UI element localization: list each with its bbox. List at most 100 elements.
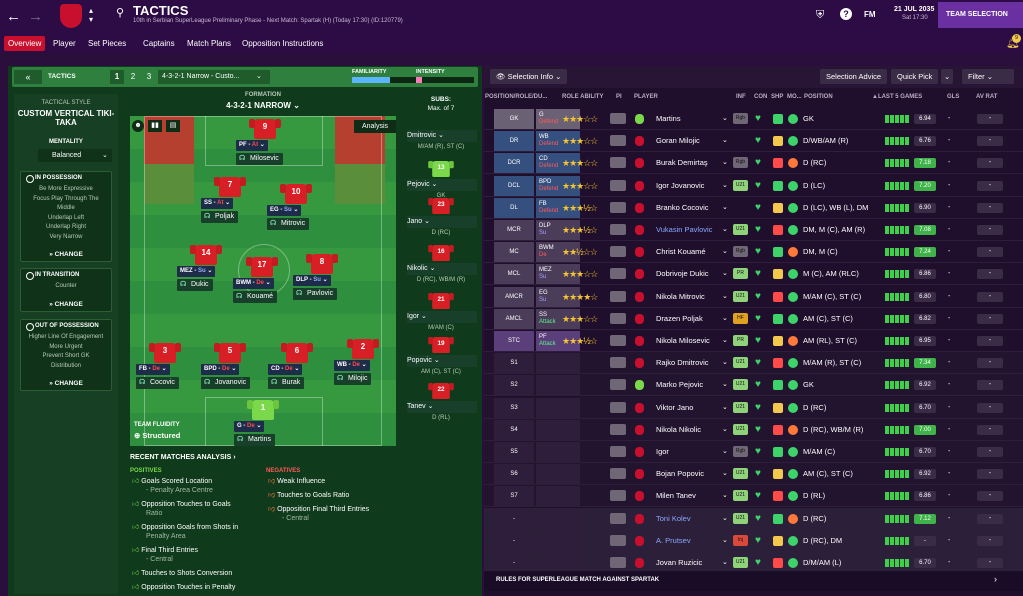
chevron-down-icon[interactable]: ⌄	[722, 270, 728, 278]
chevron-down-icon[interactable]: ⌄	[722, 448, 728, 455]
player-row[interactable]: DR WB Defend ★★★☆☆ Goran Milojic ⌄ ♥ D/WB/AM (R…	[484, 130, 1023, 153]
info-badge[interactable]: Rgb	[733, 113, 748, 124]
chevron-down-icon[interactable]: ⌄	[722, 137, 728, 145]
out-of-possession-box[interactable]: OUT OF POSSESSION Higher Line Of Engagem…	[20, 319, 112, 391]
info-badge[interactable]: U21	[733, 179, 748, 191]
info-badge[interactable]: U21	[733, 468, 748, 480]
role-select[interactable]: G Defend	[536, 109, 580, 129]
position-slot[interactable]: S4	[494, 419, 534, 440]
player-name[interactable]: Poljak	[201, 211, 239, 223]
player-row[interactable]: DCL BPD Defend ★★★☆☆ Igor Jovanovic ⌄ U21 ♥ D (L…	[484, 175, 1023, 197]
info-badge[interactable]: Rgb	[733, 446, 748, 457]
player-name[interactable]: Dukic	[177, 279, 213, 291]
player-row[interactable]: STC PF Attack ★★★½☆ Nikola Milosevic ⌄ PR ♥ AM (…	[484, 330, 1023, 352]
col-player[interactable]: PLAYER	[634, 94, 658, 100]
analysis-title[interactable]: RECENT MATCHES ANALYSIS ›	[130, 454, 236, 461]
info-badge[interactable]: U21	[733, 290, 748, 302]
in-possession-change-button[interactable]: » CHANGE	[49, 251, 83, 258]
tab-set-pieces[interactable]: Set Pieces	[88, 39, 127, 48]
player-name[interactable]: Toni Kolev	[656, 513, 691, 523]
team-selection-button[interactable]: TEAM SELECTION	[938, 2, 1023, 28]
player-shirt[interactable]: 1	[247, 400, 279, 420]
player-role-tag[interactable]: G - De ⌄	[234, 421, 265, 432]
tactic-select[interactable]: 4-3-2-1 Narrow - Custo...	[158, 70, 270, 84]
position-slot[interactable]: S5	[494, 442, 534, 462]
col-inf[interactable]: INF	[736, 94, 746, 100]
player-instructions-icon[interactable]	[610, 557, 626, 568]
forward-arrow-icon[interactable]: →	[28, 8, 43, 25]
in-transition-change-button[interactable]: » CHANGE	[49, 301, 83, 308]
selection-advice-button[interactable]: Selection Advice	[820, 69, 888, 84]
role-select[interactable]: FB Defend	[536, 197, 580, 218]
col-con[interactable]: CON	[754, 94, 768, 100]
chevron-down-icon[interactable]: ⌄	[722, 536, 728, 544]
col-gls[interactable]: GLS	[947, 94, 960, 100]
player-name[interactable]: Drazen Poljak	[656, 313, 703, 323]
player-role-tag[interactable]: MEZ - Su ⌄	[177, 266, 216, 277]
col-role-ability[interactable]: ROLE ABILITY	[562, 94, 604, 100]
chevron-updown-icon[interactable]: ▴ ▾	[89, 6, 94, 24]
formation-name[interactable]: 4-3-2-1 NARROW ⌄	[226, 101, 300, 110]
player-instructions-icon[interactable]	[610, 201, 626, 213]
col-position-list[interactable]: POSITION	[804, 94, 833, 100]
chevron-down-icon[interactable]: ⌄	[722, 314, 728, 322]
player-row[interactable]: MC BWM De ★★½☆☆ Christ Kouamé ⌄ Rgb ♥ DM, M (C) 7…	[484, 241, 1023, 264]
role-select[interactable]: PF Attack	[536, 331, 580, 351]
sub-shirt[interactable]: 23	[428, 198, 454, 214]
position-slot[interactable]: S2	[494, 375, 534, 396]
sub-shirt[interactable]: 22	[428, 383, 454, 399]
player-row[interactable]: S5 Igor ⌄ Rgb ♥ M/AM (C) 6.70 - -	[484, 441, 1023, 463]
role-select[interactable]: DLP Su	[536, 220, 580, 240]
position-slot[interactable]: AMCR	[494, 286, 534, 307]
player-shirt[interactable]: 17	[246, 257, 278, 277]
player-name[interactable]: Milosevic	[236, 153, 283, 165]
player-row[interactable]: MCR DLP Su ★★★½☆ Vukasin Pavlovic ⌄ U21 ♥ DM, M …	[484, 219, 1023, 241]
player-name[interactable]: Rajko Dmitrovic	[656, 358, 709, 368]
sub-player-select[interactable]: Jano ⌄	[407, 216, 477, 228]
player-shirt[interactable]: 3	[149, 343, 181, 363]
stats-icon[interactable]: ▮▮	[148, 120, 162, 132]
out-of-possession-change-button[interactable]: » CHANGE	[49, 380, 83, 387]
player-shirt[interactable]: 8	[306, 254, 338, 274]
player-role-tag[interactable]: PF - At ⌄	[236, 140, 268, 151]
player-row[interactable]: GK G Defend ★★★☆☆ Martins ⌄ Rgb ♥ GK 6.94- -	[484, 108, 1023, 130]
player-row[interactable]: AMCR EG Su ★★★★☆ Nikola Mitrovic ⌄ U21 ♥ M/AM (C…	[484, 286, 1023, 308]
chevron-down-icon[interactable]: ⌄	[722, 159, 728, 167]
player-row[interactable]: S6 Bojan Popovic ⌄ U21 ♥ AM (C), ST (C) 6.92 - -	[484, 463, 1023, 486]
player-role-tag[interactable]: BPD - De ⌄	[201, 364, 240, 375]
player-row[interactable]: DL FB Defend ★★★½☆ Branko Cocovic ⌄ ♥ D (LC), W…	[484, 197, 1023, 219]
col-position[interactable]: POSITION/ROLE/DU...	[485, 94, 548, 100]
player-row[interactable]: - Jovan Ruzicic ⌄ U21 ♥ D/M/AM (L) 6.70 - -	[484, 552, 1023, 574]
role-select[interactable]: MEZ Su	[536, 264, 580, 285]
chevron-down-icon[interactable]: ⌄	[722, 203, 728, 211]
info-badge[interactable]: Inj	[733, 534, 748, 546]
player-icon[interactable]: ☻	[132, 120, 144, 132]
position-slot[interactable]: MCL	[494, 264, 534, 285]
player-name[interactable]: Jovan Ruzicic	[656, 558, 703, 567]
in-possession-box[interactable]: IN POSSESSION Be More Expressive Focus P…	[20, 171, 112, 262]
chevron-down-icon[interactable]: ⌄	[722, 248, 728, 256]
player-name[interactable]: Jovanovic	[201, 377, 251, 389]
position-slot[interactable]: DCR	[494, 153, 534, 174]
player-name[interactable]: Martins	[656, 114, 681, 123]
player-row[interactable]: S3 Viktor Jano ⌄ U21 ♥ D (RC) 6.70 - -	[484, 396, 1023, 419]
player-name[interactable]: Cocovic	[136, 377, 179, 389]
search-icon[interactable]: ⚲	[116, 7, 125, 19]
sub-shirt[interactable]: 13	[428, 161, 454, 177]
chevron-down-icon[interactable]: ⌄	[941, 69, 954, 84]
player-shirt[interactable]: 2	[347, 339, 379, 359]
info-badge[interactable]: PR	[733, 335, 748, 346]
info-badge[interactable]: U21	[733, 224, 748, 235]
sub-shirt[interactable]: 19	[428, 337, 454, 353]
player-name[interactable]: Christ Kouamé	[656, 247, 706, 257]
player-row[interactable]: S1 Rajko Dmitrovic ⌄ U21 ♥ M/AM (R), ST (C) 7.…	[484, 352, 1023, 375]
info-badge[interactable]: PR	[733, 268, 748, 280]
role-select[interactable]: BWM De	[536, 242, 580, 263]
player-role-tag[interactable]: BWM - De ⌄	[233, 278, 274, 289]
player-name[interactable]: Burak Demirtaş	[656, 158, 708, 168]
fm-button[interactable]: FM	[864, 10, 876, 19]
player-shirt[interactable]: 10	[280, 184, 312, 204]
player-instructions-icon[interactable]	[610, 534, 626, 546]
sub-shirt[interactable]: 16	[428, 245, 454, 261]
role-select[interactable]: CD Defend	[536, 153, 580, 174]
